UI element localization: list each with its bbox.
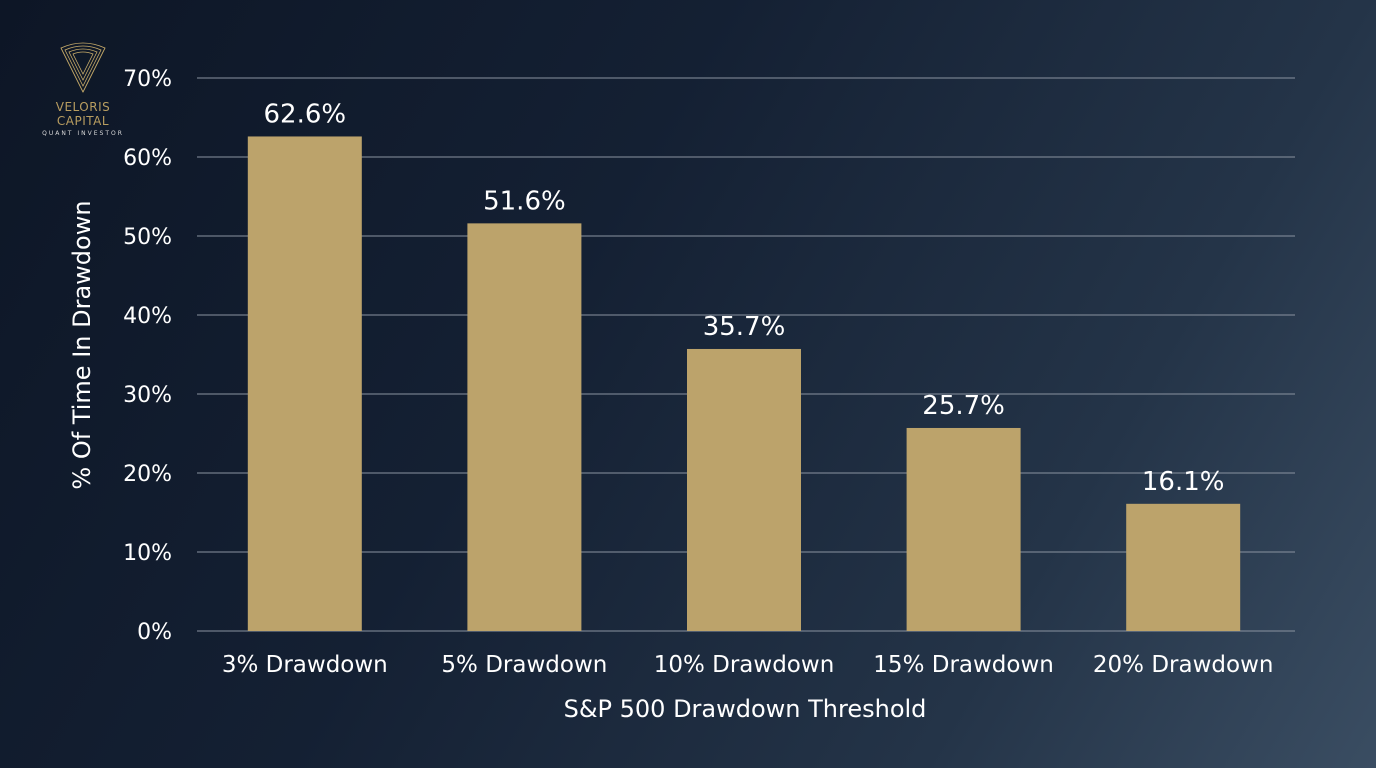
x-tick-label: 20% Drawdown — [1093, 652, 1274, 678]
logo: VELORIS CAPITAL QUANT INVESTOR — [28, 40, 138, 137]
bar — [467, 223, 582, 632]
bar — [687, 348, 801, 631]
y-tick-label: 20% — [123, 462, 172, 487]
y-axis-label: % Of Time In Drawdown — [68, 200, 96, 489]
shield-logo-icon — [60, 42, 106, 93]
x-tick-label: 3% Drawdown — [222, 652, 388, 678]
y-tick-label: 40% — [123, 304, 172, 329]
data-label: 16.1% — [1142, 467, 1225, 497]
bar — [1126, 503, 1241, 631]
y-tick-label: 0% — [137, 620, 172, 645]
data-label: 62.6% — [263, 99, 346, 129]
x-axis-label: S&P 500 Drawdown Threshold — [564, 695, 927, 723]
data-label: 51.6% — [483, 186, 566, 216]
bar — [906, 427, 1021, 631]
data-label: 25.7% — [922, 391, 1005, 421]
y-tick-label: 10% — [123, 541, 172, 566]
bar — [247, 136, 362, 631]
logo-tagline: QUANT INVESTOR — [42, 130, 124, 137]
x-tick-label: 15% Drawdown — [873, 652, 1054, 678]
data-label: 35.7% — [703, 312, 786, 342]
y-tick-label: 60% — [123, 146, 172, 171]
y-tick-label: 30% — [123, 383, 172, 408]
y-tick-label: 70% — [123, 67, 172, 92]
x-tick-label: 5% Drawdown — [441, 652, 607, 678]
logo-name: VELORIS CAPITAL — [55, 100, 111, 128]
y-tick-label: 50% — [123, 225, 172, 250]
x-tick-label: 10% Drawdown — [654, 652, 835, 678]
